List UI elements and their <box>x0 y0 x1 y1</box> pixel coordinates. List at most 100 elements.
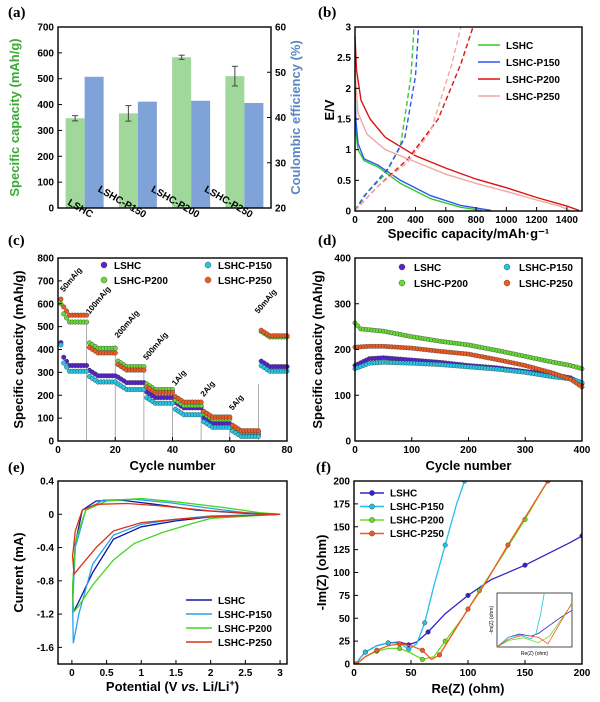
x-tick-label: 1.5 <box>169 668 183 679</box>
rate-annotation: 5A/g <box>227 393 245 412</box>
x-tick-label: 0 <box>352 445 358 456</box>
y2-tick-label: 60 <box>275 23 287 34</box>
legend-marker <box>503 263 511 271</box>
legend-label: LSHC <box>218 596 245 607</box>
y-tick-label: -0.4 <box>37 543 55 554</box>
discharge-curve <box>354 36 580 212</box>
x-tick-label: 400 <box>574 445 591 456</box>
x-tick-label: 2.5 <box>238 668 252 679</box>
panel-d: (d) 0 100 200 300 400 0 100 200 300 400 Cycle numbe… <box>310 233 591 473</box>
x-tick-label: 0 <box>55 445 61 456</box>
y-tick-label: 300 <box>37 368 54 379</box>
x-tick-label: 60 <box>224 445 236 456</box>
data-point <box>465 606 471 612</box>
data-point <box>64 364 70 370</box>
cv-curve <box>71 502 281 576</box>
charge-curve <box>354 26 462 211</box>
rate-annotation: 50mA/g <box>58 266 84 294</box>
inset-curve <box>496 603 573 648</box>
x-tick-label: 300 <box>517 445 534 456</box>
legend-label: LSHC-P200 <box>414 279 468 290</box>
data-point <box>58 342 64 348</box>
x-axis-label: Cycle number <box>426 458 512 473</box>
x-axis-label-part: + <box>229 678 234 688</box>
x-tick-label: 0 <box>69 668 75 679</box>
y-axis-label: Specific capacity (mAh/g) <box>11 270 26 428</box>
nyquist-curve <box>355 481 549 664</box>
legend-marker <box>369 503 375 510</box>
rate-annotation: 200mA/g <box>113 308 141 339</box>
data-point <box>84 312 90 318</box>
data-point <box>198 399 204 405</box>
legend-marker <box>204 261 212 269</box>
x-tick-label: 2 <box>208 668 214 679</box>
data-point <box>255 433 261 439</box>
x-tick-label: 50 <box>405 668 417 679</box>
plot-area <box>354 481 582 664</box>
data-point <box>112 345 118 351</box>
legend-label: LSHC-P150 <box>390 502 444 513</box>
data-point <box>112 350 118 356</box>
y-tick-label: 0 <box>48 204 54 215</box>
data-point <box>522 562 528 568</box>
plot-frame <box>57 480 288 665</box>
panel-letter: (f) <box>316 460 331 476</box>
legend-marker <box>369 530 375 537</box>
x-axis-label-part: ) <box>235 679 239 694</box>
x-tick-label: 200 <box>574 668 591 679</box>
nyquist-curve <box>355 481 549 664</box>
y-tick-label: 0 <box>345 207 351 218</box>
legend-marker <box>503 279 511 287</box>
y-tick-label: -1.6 <box>37 643 55 654</box>
legend-label: LSHC-P200 <box>114 276 168 287</box>
data-point <box>169 400 175 406</box>
y-tick-label: 125 <box>333 545 350 556</box>
legend-marker <box>100 261 108 269</box>
y-tick-label: 0 <box>344 660 350 671</box>
data-point <box>61 360 67 366</box>
cv-curve <box>71 497 281 615</box>
inset-frame <box>496 592 573 648</box>
efficiency-bar <box>84 76 104 209</box>
legend-label: LSHC-P250 <box>519 279 573 290</box>
y-tick-label: 150 <box>333 522 350 533</box>
y-tick-label: 200 <box>333 477 350 488</box>
capacity-bar <box>225 76 245 208</box>
y-tick-label: 200 <box>37 391 54 402</box>
y-tick-label: 600 <box>37 299 54 310</box>
x-axis-label-part: Li/Li <box>199 679 229 694</box>
legend-label: LSHC-P250 <box>218 276 272 287</box>
x-tick-label: 20 <box>110 445 122 456</box>
y-tick-label: 50 <box>339 614 351 625</box>
y-tick-label: 200 <box>334 345 351 356</box>
data-point <box>442 542 448 548</box>
data-point <box>374 647 380 653</box>
y-tick-label: 75 <box>339 591 351 602</box>
panel-e: (e) 0 0.5 1 1.5 2 2.5 3 0.4 0 -0.4 -0.8 -1.2 -1.6 Pote… <box>8 460 288 694</box>
y-tick-label: 0 <box>345 437 351 448</box>
x-tick-label: 0 <box>351 668 357 679</box>
rate-annotation: 1A/g <box>170 368 188 387</box>
legend-label: LSHC-P200 <box>218 624 272 635</box>
legend-label: LSHC-P200 <box>390 516 444 527</box>
legend-marker <box>369 517 375 523</box>
y-tick-label: 400 <box>37 345 54 356</box>
y-tick-label: 700 <box>37 276 54 287</box>
data-point <box>169 390 175 396</box>
y-tick-label: 3 <box>345 23 351 34</box>
y-tick-label: 500 <box>37 322 54 333</box>
panel-letter: (b) <box>318 5 336 21</box>
rate-annotation: 500mA/g <box>141 330 169 361</box>
inset-curve <box>496 592 545 648</box>
data-point <box>437 652 443 658</box>
legend-marker <box>100 276 108 284</box>
legend-label: LSHC <box>390 489 417 500</box>
y-tick-label: 300 <box>37 126 54 137</box>
data-point <box>362 649 368 655</box>
inset-curve <box>496 602 573 648</box>
legend-label: LSHC-P150 <box>218 261 272 272</box>
x-axis-label: Potential (V vs. Li/Li+) <box>106 678 239 694</box>
x-axis-label-part: vs. <box>181 679 199 694</box>
y-tick-label: 100 <box>333 568 350 579</box>
